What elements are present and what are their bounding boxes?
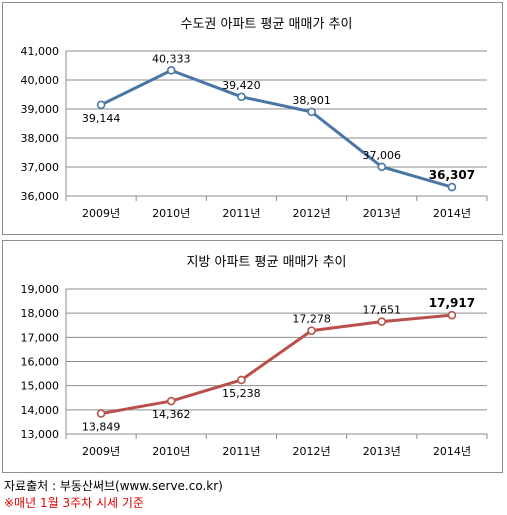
data-point bbox=[166, 66, 176, 75]
data-point bbox=[96, 409, 106, 418]
y-tick-label: 19,000 bbox=[21, 283, 60, 296]
data-label: 37,006 bbox=[363, 149, 402, 162]
x-tick-label: 2011년 bbox=[222, 207, 260, 220]
data-label: 17,278 bbox=[292, 313, 331, 326]
y-tick-label: 18,000 bbox=[21, 307, 60, 320]
data-label: 15,238 bbox=[222, 387, 261, 400]
data-point bbox=[377, 162, 387, 172]
chart-title: 수도권 아파트 평균 매매가 추이 bbox=[180, 17, 352, 32]
y-tick-label: 15,000 bbox=[21, 380, 60, 393]
series-line bbox=[100, 313, 453, 415]
data-point bbox=[307, 107, 316, 117]
regional-line-chart: 지방 아파트 평균 매매가 추이 13,000 14,000 15,000 16,000… bbox=[21, 255, 488, 458]
y-tick-label: 17,000 bbox=[21, 331, 60, 344]
x-tick-label: 2009년 bbox=[82, 445, 120, 458]
data-point bbox=[447, 310, 457, 320]
series-line bbox=[100, 68, 453, 189]
data-point bbox=[237, 92, 246, 102]
source-text: 자료출처 : 부동산써브(www.serve.co.kr) bbox=[4, 479, 223, 493]
regional-chart-panel: 지방 아파트 평균 매매가 추이 13,000 14,000 15,000 16,000… bbox=[2, 240, 503, 473]
data-label: 38,901 bbox=[292, 94, 331, 107]
y-tick-label: 36,000 bbox=[21, 190, 60, 203]
y-tick-label: 38,000 bbox=[21, 132, 60, 145]
x-tick-label: 2014년 bbox=[433, 207, 471, 220]
y-tick-label: 37,000 bbox=[21, 161, 60, 174]
data-label: 14,362 bbox=[152, 408, 191, 421]
x-tick-label: 2012년 bbox=[293, 207, 331, 220]
data-point bbox=[166, 396, 176, 406]
y-tick-label: 16,000 bbox=[21, 356, 60, 369]
x-tick-label: 2014년 bbox=[433, 445, 471, 458]
data-point bbox=[307, 326, 316, 335]
y-tick-label: 41,000 bbox=[21, 45, 60, 58]
data-point bbox=[96, 100, 106, 110]
data-point bbox=[237, 375, 246, 385]
seoul-metro-chart-panel: 수도권 아파트 평균 매매가 추이 36,000 37,000 38,000 39,00… bbox=[2, 2, 503, 235]
data-label: 13,849 bbox=[82, 420, 121, 433]
seoul-metro-line-chart: 수도권 아파트 평균 매매가 추이 36,000 37,000 38,000 39,00… bbox=[21, 17, 488, 220]
x-tick-label: 2010년 bbox=[152, 207, 190, 220]
x-tick-label: 2011년 bbox=[222, 445, 260, 458]
note-text: ※매년 1월 3주차 시세 기준 bbox=[4, 496, 144, 510]
data-label: 17,651 bbox=[363, 304, 402, 317]
data-label: 17,917 bbox=[429, 296, 475, 310]
data-label: 40,333 bbox=[152, 52, 191, 65]
y-tick-label: 40,000 bbox=[21, 74, 60, 87]
chart-title: 지방 아파트 평균 매매가 추이 bbox=[186, 255, 346, 270]
x-tick-label: 2013년 bbox=[363, 207, 401, 220]
data-label: 39,144 bbox=[82, 112, 121, 125]
data-label: 39,420 bbox=[222, 79, 261, 92]
x-tick-label: 2013년 bbox=[363, 445, 401, 458]
x-tick-label: 2012년 bbox=[293, 445, 331, 458]
x-tick-label: 2010년 bbox=[152, 445, 190, 458]
y-tick-label: 39,000 bbox=[21, 103, 60, 116]
y-tick-label: 14,000 bbox=[21, 404, 60, 417]
x-tick-label: 2009년 bbox=[82, 207, 120, 220]
data-point bbox=[377, 317, 387, 326]
data-label: 36,307 bbox=[429, 168, 475, 182]
data-point bbox=[447, 182, 457, 192]
y-tick-label: 13,000 bbox=[21, 428, 60, 441]
